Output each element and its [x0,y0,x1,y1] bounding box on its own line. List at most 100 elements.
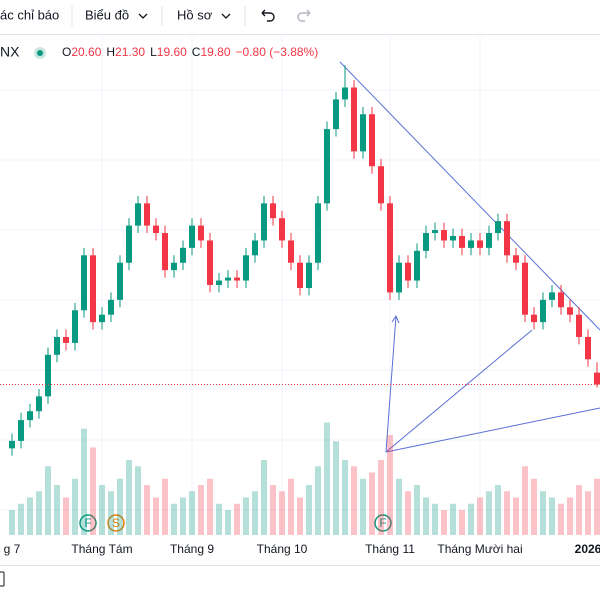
legend-value: 20.60 [71,45,101,59]
volume-bar [459,510,465,535]
volume-bar [18,503,24,535]
volume-bar [117,478,123,535]
candle-body [180,247,186,263]
candle-body [477,240,483,248]
chart-menu[interactable]: Biểu đồ [85,7,129,22]
volume-bar [585,491,591,535]
candle-body [585,336,591,360]
candle-body [108,299,114,315]
candle-body [18,420,24,441]
candle-body [324,129,330,204]
volume-bar [198,485,204,535]
volume-bar [9,510,15,535]
candles [9,65,600,456]
legend-key: H [106,45,115,59]
candle-body [333,99,339,130]
candle-body [513,255,519,263]
candle-body [468,240,474,248]
volume-bar [45,466,51,535]
volume-bar [369,472,375,535]
candle-body [234,277,240,281]
volume-bar [81,428,87,535]
candle-body [414,250,420,281]
status-dot [37,50,43,56]
candle-body [315,203,321,263]
candle-body [576,314,582,337]
candle-body [558,292,564,308]
candle-body [72,310,78,343]
volume-bar [387,435,393,535]
volume-bar [63,497,69,535]
volume-bar [189,491,195,535]
volume-bar [513,497,519,535]
volume-bar [486,491,492,535]
volume-bar [297,497,303,535]
candle-body [378,166,384,204]
volume-bar [531,478,537,535]
candle-body [45,354,51,397]
redo-button[interactable] [297,9,311,22]
candle-body [504,221,510,256]
volume-bar [396,478,402,535]
candle-body [549,292,555,300]
volume-bar [414,485,420,535]
volume-bar [378,460,384,535]
candle-body [117,262,123,300]
candle-body [243,255,249,281]
candle-body [387,203,393,293]
volume-bar [261,460,267,535]
legend-key: C [192,45,201,59]
volume-bar [342,460,348,535]
volume-bar [90,447,96,535]
volume-bar [36,491,42,535]
candle-body [207,240,213,285]
event-marker[interactable] [107,514,125,532]
candle-body [288,240,294,263]
candle-body [135,203,141,226]
candle-body [171,262,177,271]
legend-value: 21.30 [115,45,145,59]
candle-body [189,225,195,248]
event-marker[interactable] [374,514,392,532]
x-tick-label: g 7 [4,542,21,556]
undo-button[interactable] [261,9,275,22]
volume-bar [162,478,168,535]
volume-bar [315,466,321,535]
candle-body [567,307,573,315]
volume-bar [99,485,105,535]
volume-bar [234,503,240,535]
volume-bar [252,491,258,535]
candle-body [594,372,600,385]
candle-body [423,233,429,251]
volume-bar [279,491,285,535]
candle-body [36,396,42,412]
volume-bar [54,485,60,535]
bottom-icon[interactable] [0,571,5,587]
volume-bar [243,497,249,535]
candle-body [450,236,456,241]
candle-body [27,411,33,421]
candle-body [279,218,285,241]
candle-body [81,255,87,311]
candle-body [54,336,60,355]
volume-bar [477,497,483,535]
profile-menu[interactable]: Hồ sơ [177,7,213,22]
event-marker[interactable] [79,514,97,532]
candle-body [270,203,276,219]
volume-bar [558,503,564,535]
volume-bar [72,478,78,535]
indicators-button[interactable]: ác chỉ báo [0,7,59,22]
candle-body [360,114,366,152]
x-tick-label: Tháng 9 [170,542,214,556]
volume-bar [441,510,447,535]
candle-body [306,262,312,288]
candle-body [99,314,105,323]
candle-body [162,233,168,271]
candle-body [405,262,411,281]
chevron [138,13,148,19]
toolbar [0,0,600,34]
volume-bar [225,510,231,535]
volume-bar [27,497,33,535]
ohlc-legend: O 20.60 H 21.30 L 19.60 C 19.80 −0.80 (−3.88%) [62,45,318,59]
volume-bar [108,491,114,535]
